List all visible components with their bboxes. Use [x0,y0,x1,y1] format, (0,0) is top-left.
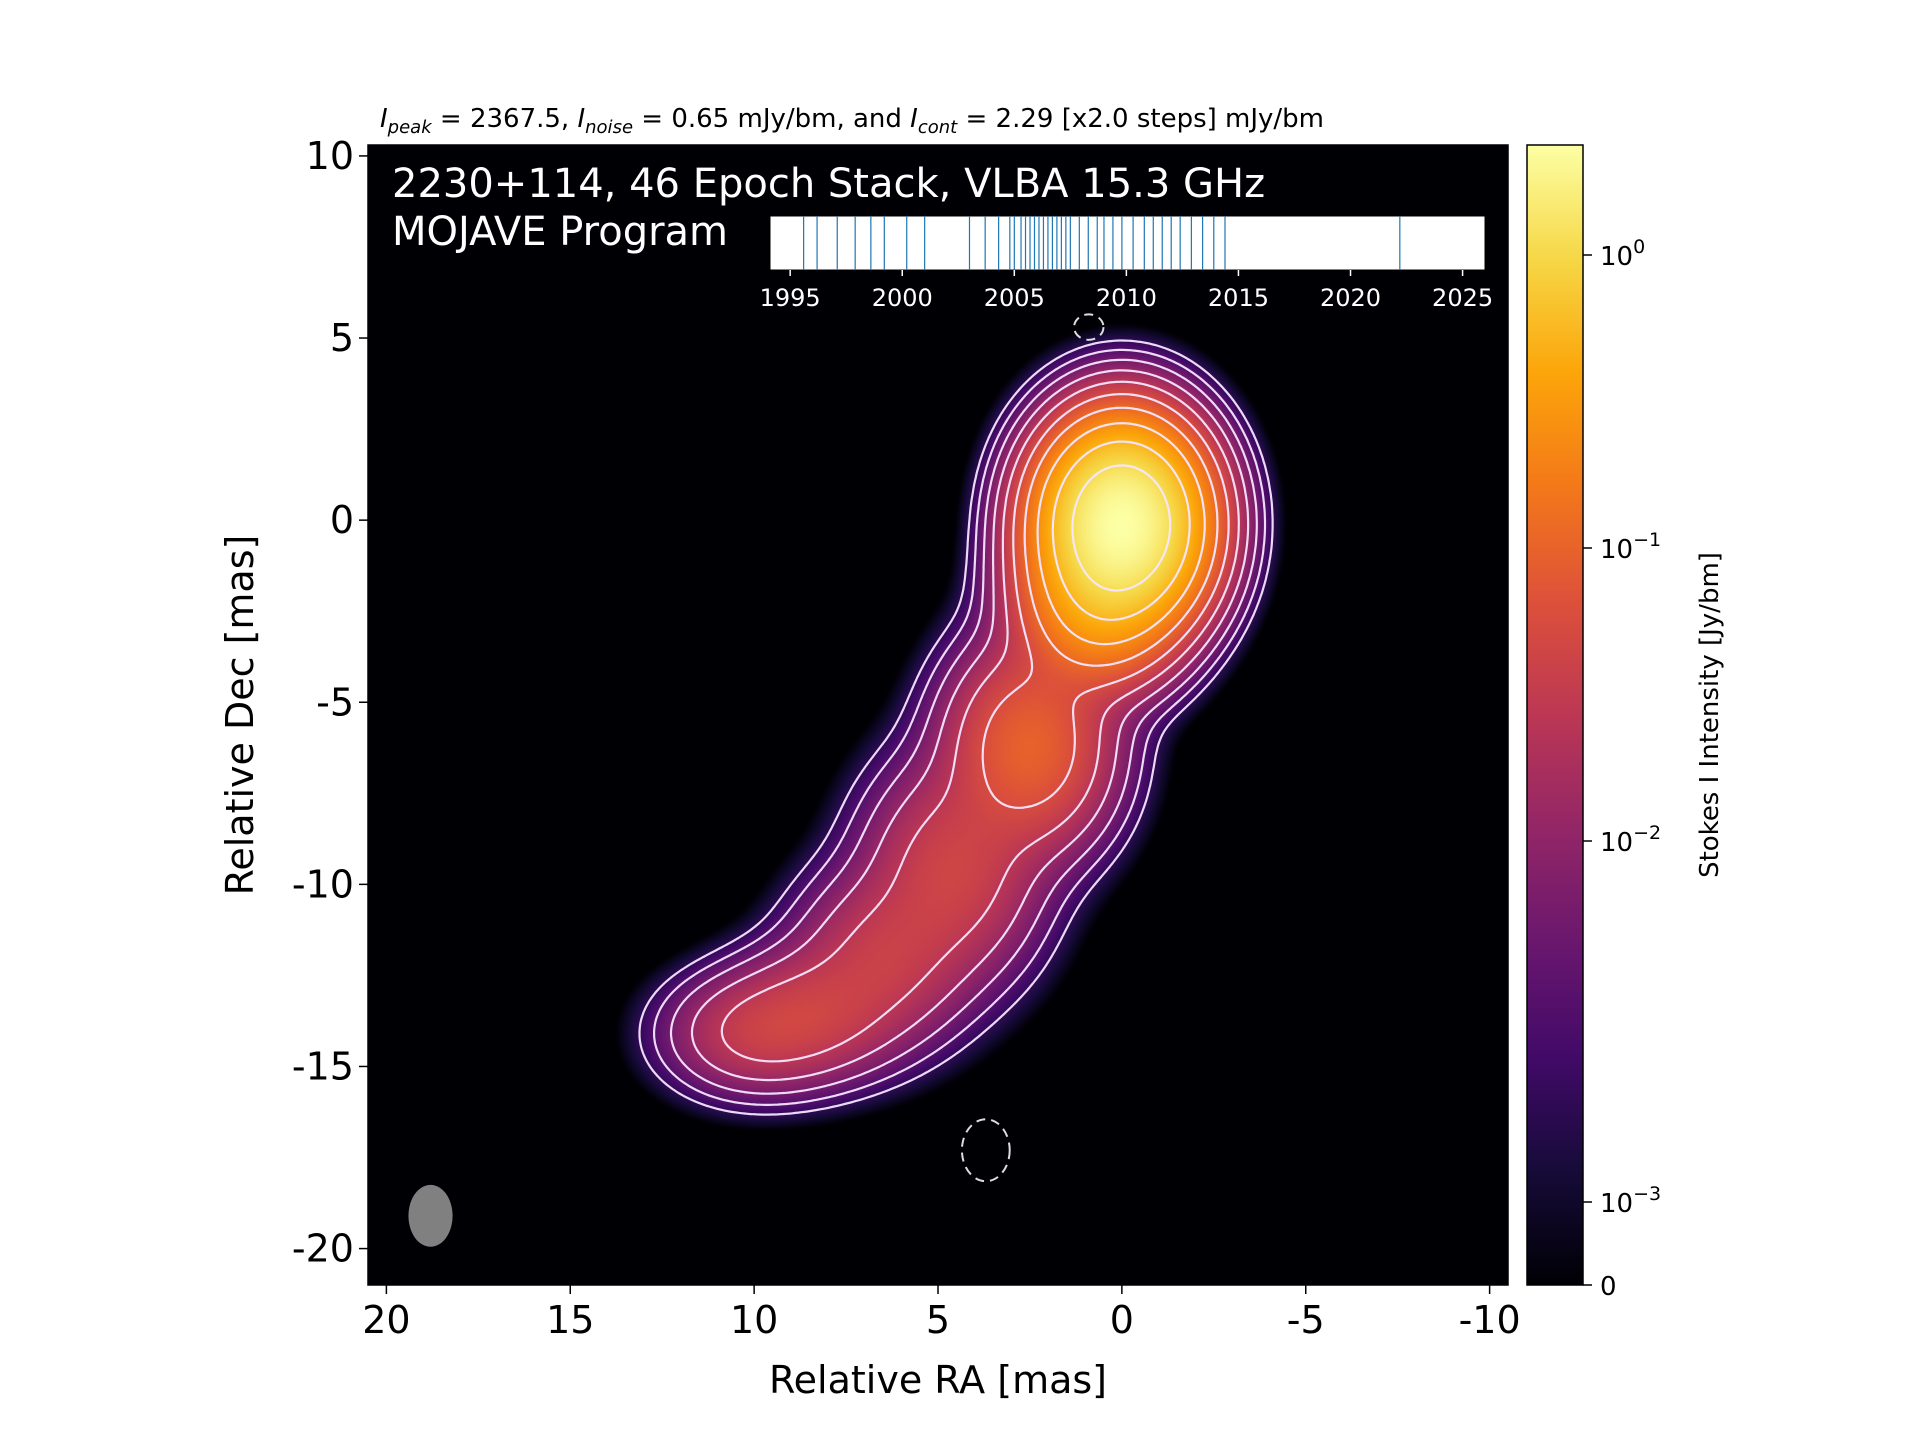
x-tick-label-3: 5 [926,1298,950,1342]
intensity-heatmap [368,145,1508,1285]
timeline-tick-label-2: 2005 [984,284,1045,312]
timeline-tick-label-5: 2020 [1320,284,1381,312]
source-annotation: 2230+114, 46 Epoch Stack, VLBA 15.3 GHz [392,161,1265,207]
y-tick-label-6: -20 [292,1227,354,1271]
timeline-tick-label-3: 2010 [1096,284,1157,312]
beam-layer [408,1185,452,1247]
y-tick-label-5: -15 [292,1044,354,1088]
colorbar: 100 10−1 10−2 10−3 0 Stokes I Intensity [Jy/… [1527,145,1725,1302]
y-axis-label: Relative Dec [mas] [218,535,262,896]
header-cont-symbol: I [910,104,918,134]
x-tick-label-4: 0 [1110,1298,1134,1342]
header-noise-value: = 0.65 mJy/bm, and [633,104,910,134]
timeline-tick-label-1: 2000 [872,284,933,312]
y-tick-label-0: 10 [306,134,354,178]
header-peak-symbol: I [380,104,388,134]
x-axis-label: Relative RA [mas] [769,1358,1107,1402]
x-tick-label-2: 10 [730,1298,778,1342]
timeline-tick-label-4: 2015 [1208,284,1269,312]
header-peak-value: = 2367.5, [432,104,578,134]
image-panel [368,145,1508,1285]
x-tick-label-6: -10 [1459,1298,1521,1342]
timeline-tick-label-6: 2025 [1432,284,1493,312]
y-tick-label-1: 5 [330,316,354,360]
chart-svg: Ipeak = 2367.5, Inoise = 0.65 mJy/bm, an… [0,0,1920,1440]
x-tick-label-1: 15 [546,1298,594,1342]
x-axis: 20 15 10 5 0 -5 -10 [362,1285,1520,1342]
y-tick-label-2: 0 [330,498,354,542]
timeline-background [770,216,1485,270]
colorbar-tick-label-0: 100 [1600,236,1645,272]
beam-ellipse [408,1185,452,1247]
colorbar-tick-label-1: 10−1 [1600,529,1661,565]
x-tick-label-5: -5 [1287,1298,1325,1342]
y-tick-label-4: -10 [292,862,354,906]
figure: Ipeak = 2367.5, Inoise = 0.65 mJy/bm, an… [0,0,1920,1440]
header-peak-subscript: peak [387,117,434,138]
colorbar-tick-label-3: 10−3 [1600,1183,1661,1219]
header-cont-subscript: cont [918,117,958,138]
chart-header: Ipeak = 2367.5, Inoise = 0.65 mJy/bm, an… [380,104,1324,138]
program-annotation: MOJAVE Program [392,209,728,255]
colorbar-tick-label-2: 10−2 [1600,822,1661,858]
timeline-tick-label-0: 1995 [760,284,821,312]
y-tick-label-3: -5 [316,680,354,724]
colorbar-tick-label-4: 0 [1600,1272,1617,1302]
colorbar-label: Stokes I Intensity [Jy/bm] [1695,552,1725,878]
y-axis: 10 5 0 -5 -10 -15 -20 [292,134,368,1271]
header-cont-value: = 2.29 [x2.0 steps] mJy/bm [957,104,1324,134]
header-noise-subscript: noise [585,117,633,138]
colorbar-ticks: 100 10−1 10−2 10−3 0 [1583,236,1661,1302]
header-noise-symbol: I [577,104,585,134]
colorbar-gradient [1527,145,1583,1285]
x-tick-label-0: 20 [362,1298,410,1342]
